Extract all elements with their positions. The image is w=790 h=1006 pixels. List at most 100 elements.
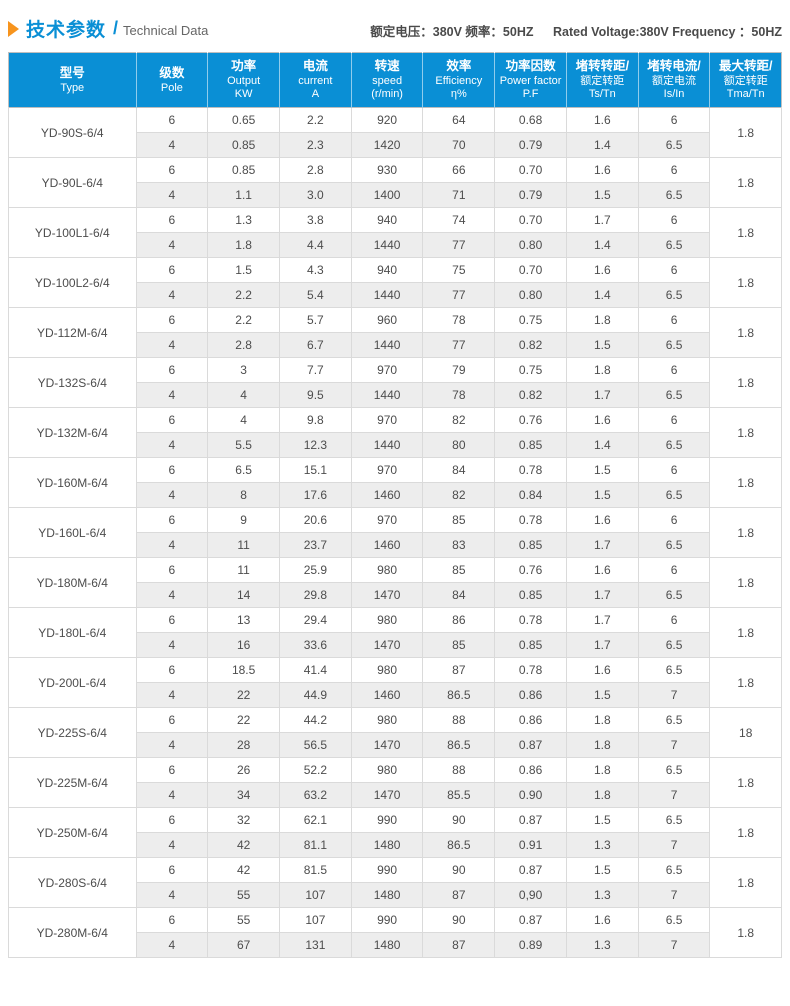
cell-pole: 4 xyxy=(135,732,209,758)
cell-ts-tn: 1.8 xyxy=(565,732,639,758)
table-row: 4 22 44.9 1460 86.5 0.86 1.5 7 xyxy=(9,682,782,708)
rating-spec-en: Rated Voltage:380V Frequency ：50HZ xyxy=(552,25,782,39)
cell-power-factor: 0.89 xyxy=(494,932,567,958)
cell-speed: 960 xyxy=(350,307,424,333)
cell-ts-tn: 1.6 xyxy=(565,907,639,933)
cell-efficiency: 84 xyxy=(422,582,496,608)
cell-speed: 980 xyxy=(350,707,424,733)
cell-tma-tn: 1.8 xyxy=(709,507,782,558)
table-row: YD-90S-6/4 6 0.65 2.2 920 64 0.68 1.6 6 1.8 xyxy=(8,107,782,158)
cell-output: 4 xyxy=(207,407,280,433)
cell-pole: 6 xyxy=(135,207,209,233)
cell-tma-tn: 1.8 xyxy=(709,657,782,708)
cell-is-in: 6 xyxy=(637,157,711,183)
cell-is-in: 7 xyxy=(637,782,711,808)
cell-speed: 940 xyxy=(350,257,424,283)
cell-speed: 940 xyxy=(350,207,424,233)
cell-efficiency: 85 xyxy=(422,507,496,533)
cell-output: 2.8 xyxy=(207,332,280,358)
cell-ts-tn: 1.3 xyxy=(565,932,639,958)
cell-speed: 1470 xyxy=(350,632,424,658)
cell-efficiency: 74 xyxy=(422,207,496,233)
cell-current: 23.7 xyxy=(279,532,352,558)
cell-output: 9 xyxy=(207,507,280,533)
cell-is-in: 6.5 xyxy=(637,857,711,883)
page-header: 技术参数 / Technical Data 额定电压：380V 频率：50HZ … xyxy=(0,0,790,52)
cell-ts-tn: 1.5 xyxy=(565,182,639,208)
cell-is-in: 6.5 xyxy=(637,232,711,258)
table-row: 4 16 33.6 1470 85 0.85 1.7 6.5 xyxy=(9,632,782,658)
cell-current: 4.3 xyxy=(279,257,352,283)
cell-efficiency: 78 xyxy=(422,307,496,333)
cell-tma-tn: 1.8 xyxy=(709,557,782,608)
cell-pole: 4 xyxy=(135,632,209,658)
cell-power-factor: 0.78 xyxy=(494,607,567,633)
cell-pole: 6 xyxy=(135,307,209,333)
model-cell: YD-250M-6/4 xyxy=(8,807,137,858)
table-row: YD-100L2-6/4 6 1.5 4.3 940 75 0.70 1.6 6 1.8 xyxy=(8,257,782,308)
cell-pole: 4 xyxy=(135,932,209,958)
cell-is-in: 6 xyxy=(637,407,711,433)
cell-speed: 990 xyxy=(350,857,424,883)
cell-efficiency: 90 xyxy=(422,857,496,883)
cell-speed: 1400 xyxy=(350,182,424,208)
cell-pole: 4 xyxy=(135,332,209,358)
cell-tma-tn: 1.8 xyxy=(709,307,782,358)
cell-pole: 6 xyxy=(135,507,209,533)
cell-output: 13 xyxy=(207,607,280,633)
cell-ts-tn: 1.6 xyxy=(565,557,639,583)
model-cell: YD-132S-6/4 xyxy=(8,357,137,408)
cell-pole: 6 xyxy=(135,607,209,633)
cell-ts-tn: 1.8 xyxy=(565,307,639,333)
cell-current: 56.5 xyxy=(279,732,352,758)
cell-ts-tn: 1.6 xyxy=(565,257,639,283)
cell-speed: 930 xyxy=(350,157,424,183)
table-row: YD-180M-6/4 6 11 25.9 980 85 0.76 1.6 6 1.8 xyxy=(8,557,782,608)
table-row: YD-160M-6/4 6 6.5 15.1 970 84 0.78 1.5 6 1.8 xyxy=(8,457,782,508)
cell-efficiency: 85 xyxy=(422,557,496,583)
model-cell: YD-90S-6/4 xyxy=(8,107,137,158)
cell-current: 2.2 xyxy=(279,107,352,133)
triangle-bullet-icon xyxy=(8,20,19,37)
cell-is-in: 7 xyxy=(637,932,711,958)
cell-speed: 1480 xyxy=(350,832,424,858)
cell-ts-tn: 1.5 xyxy=(565,857,639,883)
cell-efficiency: 85.5 xyxy=(422,782,496,808)
cell-power-factor: 0.78 xyxy=(494,457,567,483)
cell-current: 15.1 xyxy=(279,457,352,483)
cell-pole: 4 xyxy=(135,482,209,508)
cell-pole: 4 xyxy=(135,182,209,208)
cell-current: 107 xyxy=(279,907,352,933)
cell-output: 1.8 xyxy=(207,232,280,258)
cell-current: 62.1 xyxy=(279,807,352,833)
column-header-power-factor: 功率因数 Power factor P.F xyxy=(494,52,567,108)
cell-pole: 4 xyxy=(135,582,209,608)
cell-ts-tn: 1.4 xyxy=(565,132,639,158)
table-row: YD-250M-6/4 6 32 62.1 990 90 0.87 1.5 6.5 1.8 xyxy=(8,807,782,858)
cell-ts-tn: 1.8 xyxy=(565,757,639,783)
cell-is-in: 6 xyxy=(637,207,711,233)
cell-output: 6.5 xyxy=(207,457,280,483)
cell-power-factor: 0.85 xyxy=(494,432,567,458)
cell-speed: 980 xyxy=(350,657,424,683)
table-row: 4 2.2 5.4 1440 77 0.80 1.4 6.5 xyxy=(9,282,782,308)
cell-is-in: 6 xyxy=(637,257,711,283)
table-body: YD-90S-6/4 6 0.65 2.2 920 64 0.68 1.6 6 1.8 4 0.85 2… xyxy=(8,107,782,958)
cell-power-factor: 0.87 xyxy=(494,732,567,758)
cell-current: 25.9 xyxy=(279,557,352,583)
cell-ts-tn: 1.8 xyxy=(565,707,639,733)
table-row: YD-280M-6/4 6 55 107 990 90 0.87 1.6 6.5 1.8 xyxy=(8,907,782,958)
cell-is-in: 7 xyxy=(637,682,711,708)
cell-power-factor: 0.75 xyxy=(494,307,567,333)
model-cell: YD-225M-6/4 xyxy=(8,757,137,808)
cell-output: 0.65 xyxy=(207,107,280,133)
cell-power-factor: 0.79 xyxy=(494,182,567,208)
cell-power-factor: 0.70 xyxy=(494,157,567,183)
cell-output: 18.5 xyxy=(207,657,280,683)
table-row: 4 4 9.5 1440 78 0.82 1.7 6.5 xyxy=(9,382,782,408)
cell-efficiency: 77 xyxy=(422,232,496,258)
model-cell: YD-160L-6/4 xyxy=(8,507,137,558)
cell-power-factor: 0.70 xyxy=(494,207,567,233)
cell-power-factor: 0.90 xyxy=(494,782,567,808)
cell-power-factor: 0.78 xyxy=(494,657,567,683)
